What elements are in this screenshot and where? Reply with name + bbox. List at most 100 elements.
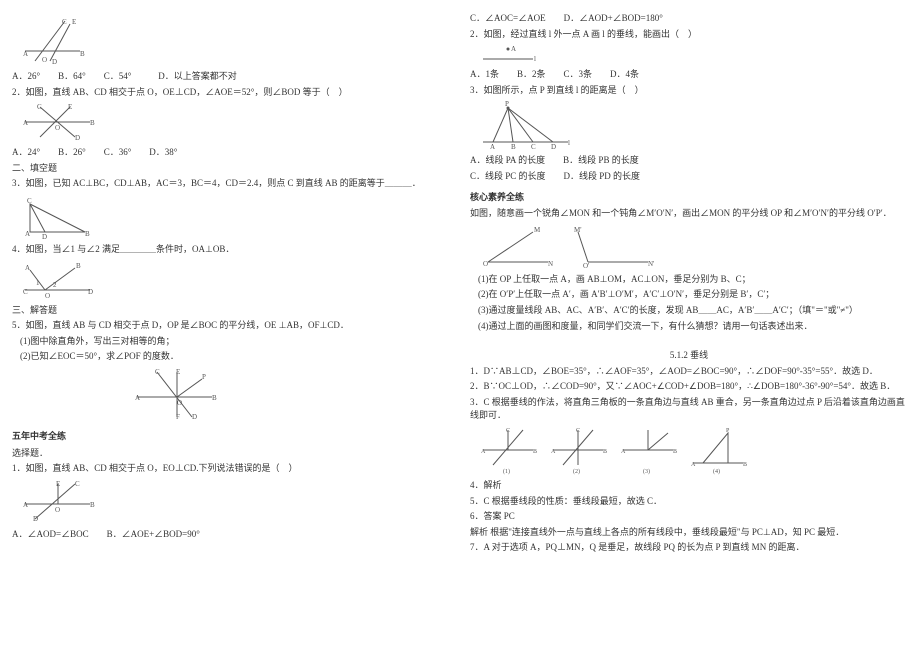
a4: 4．解析 bbox=[470, 479, 908, 492]
svg-text:O: O bbox=[45, 292, 50, 300]
r2-options: A．1条 B．2条 C．3条 D．4条 bbox=[470, 68, 908, 81]
r3-text: 3．如图所示，点 P 到直线 l 的距离是（ ） bbox=[470, 84, 908, 97]
y1-options: A．∠AOD=∠BOC B．∠AOE+∠BOD=90° bbox=[12, 528, 450, 541]
svg-text:D: D bbox=[33, 515, 38, 523]
svg-text:O: O bbox=[483, 260, 488, 268]
svg-text:A: A bbox=[25, 264, 30, 272]
svg-text:A: A bbox=[621, 449, 626, 455]
svg-text:D: D bbox=[52, 58, 57, 66]
diagram-q5: A B E C D F O P bbox=[132, 367, 450, 422]
svg-text:C: C bbox=[37, 103, 42, 111]
r3-opt-b: C．线段 PC 的长度 D．线段 PD 的长度 bbox=[470, 170, 908, 183]
svg-text:O: O bbox=[42, 56, 47, 64]
svg-text:A: A bbox=[490, 143, 495, 150]
svg-text:l: l bbox=[568, 139, 570, 147]
svg-text:B: B bbox=[85, 230, 90, 238]
svg-text:A: A bbox=[25, 230, 30, 238]
svg-text:N: N bbox=[548, 260, 553, 268]
core-s3: (3)通过度量线段 AB、AC、A′B′、A′C′的长度，发现 AB＿＿AC，A… bbox=[470, 304, 908, 317]
svg-text:C: C bbox=[155, 368, 160, 376]
svg-text:F: F bbox=[176, 413, 180, 421]
svg-text:(3): (3) bbox=[643, 468, 650, 475]
svg-text:A: A bbox=[691, 462, 696, 468]
q5-2: (2)已知∠EOC＝50°，求∠POF 的度数． bbox=[12, 350, 450, 363]
svg-text:A: A bbox=[135, 394, 140, 402]
svg-text:A: A bbox=[481, 449, 486, 455]
diagram-q3: C A B D bbox=[20, 194, 450, 239]
svg-text:B: B bbox=[90, 119, 95, 127]
q3-text: 3．如图，已知 AC⊥BC，CD⊥AB，AC＝3，BC＝4，CD＝2.4，则点 … bbox=[12, 177, 450, 190]
svg-text:B: B bbox=[76, 262, 81, 270]
fill-title: 二、填空题 bbox=[12, 162, 450, 175]
svg-text:O: O bbox=[55, 506, 60, 514]
svg-text:(2): (2) bbox=[573, 468, 580, 475]
svg-text:N': N' bbox=[648, 260, 654, 268]
svg-text:(1): (1) bbox=[503, 468, 510, 475]
svg-text:E: E bbox=[72, 18, 76, 26]
diagram-answers: A B C (1) A B C (2) A B (3) bbox=[478, 425, 908, 475]
left-column: C E A B O D A．26° B．64° C．54° D．以上答案都不对 … bbox=[12, 12, 450, 638]
svg-text:O: O bbox=[55, 124, 60, 132]
svg-text:C: C bbox=[531, 143, 536, 150]
svg-text:D: D bbox=[75, 134, 80, 142]
q4-text: 4．如图，当∠1 与∠2 满足＿＿＿＿条件时，OA⊥OB． bbox=[12, 243, 450, 256]
svg-text:B: B bbox=[743, 462, 747, 468]
svg-text:D: D bbox=[42, 233, 47, 239]
svg-text:P: P bbox=[505, 100, 509, 108]
a1: 1．D∵AB⊥CD，∠BOE=35°，∴∠AOF=35°，∠AOD=∠BOC=9… bbox=[470, 365, 908, 378]
svg-text:B: B bbox=[80, 50, 85, 58]
r3-opt-a: A．线段 PA 的长度 B．线段 PB 的长度 bbox=[470, 154, 908, 167]
diagram-core: O M N M' O' N' bbox=[478, 224, 908, 269]
r-top1: C．∠AOC=∠AOE D．∠AOD+∠BOD=180° bbox=[470, 12, 908, 25]
svg-text:A: A bbox=[23, 501, 28, 509]
svg-text:A: A bbox=[551, 449, 556, 455]
svg-text:C: C bbox=[62, 18, 67, 26]
svg-text:P: P bbox=[726, 428, 730, 434]
a3: 3．C 根据垂线的作法，将直角三角板的一条直角边与直线 AB 重合，另一条直角边… bbox=[470, 396, 908, 421]
five-year-title: 五年中考全练 bbox=[12, 430, 450, 443]
q2-options: A．24° B．26° C．36° D．38° bbox=[12, 146, 450, 159]
answer-title: 5.1.2 垂线 bbox=[470, 349, 908, 362]
a5: 5．C 根据垂线段的性质：垂线段最短，故选 C． bbox=[470, 495, 908, 508]
svg-text:B: B bbox=[533, 449, 537, 455]
a6-explain: 解析 根据"连接直线外一点与直线上各点的所有线段中，垂线段最短"与 PC⊥AD，… bbox=[470, 526, 908, 539]
svg-text:M': M' bbox=[574, 226, 582, 234]
diagram-q1: C E A B O D bbox=[20, 16, 450, 66]
core-title: 核心素养全练 bbox=[470, 191, 908, 204]
q1-options: A．26° B．64° C．54° D．以上答案都不对 bbox=[12, 70, 450, 83]
diagram-r3: P A B C D l bbox=[478, 100, 908, 150]
svg-text:E: E bbox=[56, 480, 60, 488]
svg-text:B: B bbox=[212, 394, 217, 402]
core-s1: (1)在 OP 上任取一点 A，画 AB⊥OM，AC⊥ON，垂足分别为 B、C； bbox=[470, 273, 908, 286]
diagram-q4: B A C O D 1 2 bbox=[20, 260, 450, 300]
q5-text: 5．如图，直线 AB 与 CD 相交于点 D，OP 是∠BOC 的平分线，OE … bbox=[12, 319, 450, 332]
svg-text:O': O' bbox=[583, 262, 589, 269]
svg-text:C: C bbox=[27, 197, 32, 205]
svg-text:D: D bbox=[551, 143, 556, 150]
a2: 2．B∵OC⊥OD，∴∠COD=90°，又∵∠AOC+∠COD+∠DOB=180… bbox=[470, 380, 908, 393]
svg-text:A: A bbox=[23, 50, 28, 58]
svg-text:B: B bbox=[673, 449, 677, 455]
svg-text:B: B bbox=[511, 143, 516, 150]
svg-text:C: C bbox=[75, 480, 80, 488]
svg-text:M: M bbox=[534, 226, 541, 234]
svg-text:O: O bbox=[177, 399, 182, 407]
svg-text:A: A bbox=[23, 119, 28, 127]
core-s2: (2)在 O′P′上任取一点 A′，画 A′B′⊥O′M′，A′C′⊥O′N′，… bbox=[470, 288, 908, 301]
svg-text:2: 2 bbox=[53, 281, 57, 289]
svg-text:C: C bbox=[576, 428, 580, 434]
svg-text:D: D bbox=[88, 288, 93, 296]
svg-text:D: D bbox=[192, 413, 197, 421]
svg-text:B: B bbox=[90, 501, 95, 509]
svg-text:C: C bbox=[506, 428, 510, 434]
svg-text:A: A bbox=[511, 45, 516, 53]
solve-title: 三、解答题 bbox=[12, 304, 450, 317]
svg-text:1: 1 bbox=[36, 279, 40, 287]
diagram-y1: A B C D E O bbox=[20, 479, 450, 524]
right-column: C．∠AOC=∠AOE D．∠AOD+∠BOD=180° 2．如图，经过直线 l… bbox=[470, 12, 908, 638]
q5-1: (1)图中除直角外，写出三对相等的角； bbox=[12, 335, 450, 348]
core-s4: (4)通过上面的画图和度量，和同学们交流一下，有什么猜想？请用一句话表述出来． bbox=[470, 320, 908, 333]
svg-text:P: P bbox=[202, 373, 206, 381]
core1-text: 如图，随意画一个锐角∠MON 和一个钝角∠M′O′N′，画出∠MON 的平分线 … bbox=[470, 207, 908, 220]
svg-text:B: B bbox=[603, 449, 607, 455]
